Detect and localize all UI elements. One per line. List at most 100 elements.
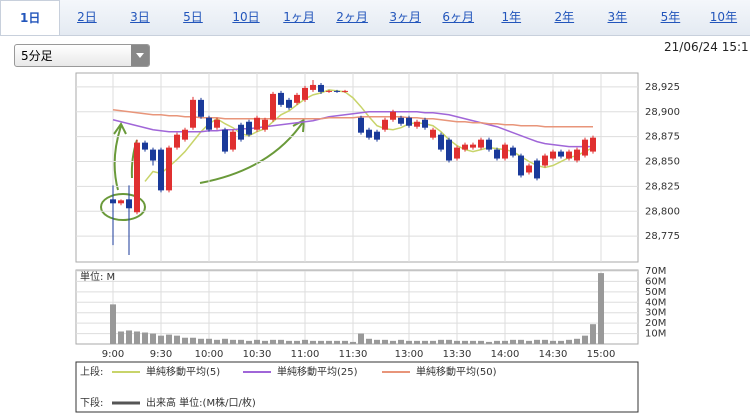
y-tick-label: 40M: [645, 297, 666, 308]
x-tick-label: 15:00: [587, 349, 616, 360]
period-tab[interactable]: 10年: [709, 10, 738, 24]
period-tab[interactable]: 5年: [660, 10, 681, 24]
volume-bar: [414, 340, 420, 344]
candle-body: [406, 117, 412, 126]
volume-bar: [182, 337, 188, 344]
candle-body: [142, 142, 148, 150]
period-tab[interactable]: 5日: [183, 10, 203, 24]
y-tick-label: 28,925: [645, 82, 680, 93]
candle-body: [246, 121, 252, 135]
volume-bar: [198, 338, 204, 344]
volume-bar: [134, 331, 140, 344]
grid: [76, 73, 638, 344]
volume-bar: [270, 339, 276, 344]
candle-body: [334, 90, 340, 92]
period-tab[interactable]: 3ヶ月: [389, 10, 421, 24]
volume-bar: [294, 340, 300, 344]
candle-body: [558, 151, 564, 157]
x-tick-label: 13:30: [443, 349, 472, 360]
x-tick-label: 14:30: [539, 349, 568, 360]
candle-body: [318, 84, 324, 92]
x-tick-label: 13:00: [395, 349, 424, 360]
volume-bar: [462, 340, 468, 344]
candle-body: [494, 149, 500, 159]
period-tab[interactable]: 1日: [0, 0, 61, 35]
period-tab[interactable]: 3年: [607, 10, 628, 24]
legend-label: 出来高 単位:(M株/口/枚): [146, 396, 256, 409]
period-tab[interactable]: 1年: [501, 10, 522, 24]
y-tick-label: 30M: [645, 308, 666, 319]
candle-body: [182, 129, 188, 140]
period-tab[interactable]: 1ヶ月: [283, 10, 315, 24]
period-tab[interactable]: 2年: [554, 10, 575, 24]
volume-bar: [446, 339, 452, 344]
candle-body: [174, 134, 180, 148]
period-tab[interactable]: 10日: [232, 10, 260, 24]
volume-bar: [230, 339, 236, 344]
volume-bar: [110, 304, 116, 344]
period-tab[interactable]: 6ヶ月: [442, 10, 475, 24]
volume-bar: [598, 273, 604, 344]
candle-body: [294, 94, 300, 103]
volume-bar: [342, 340, 348, 344]
candle-body: [206, 117, 212, 130]
volume-bar: [374, 339, 380, 344]
volume-bar: [326, 340, 332, 344]
period-tab[interactable]: 2日: [77, 10, 97, 24]
candle-body: [582, 139, 588, 156]
volume-bar: [278, 339, 284, 344]
volume-bar: [246, 340, 252, 344]
candle-body: [446, 139, 452, 161]
unit-label: 単位: M: [80, 270, 115, 283]
volume-bar: [486, 341, 492, 344]
candle-body: [390, 111, 396, 120]
volume-bar: [566, 339, 572, 344]
volume-bar: [518, 339, 524, 344]
period-tab[interactable]: 2ヶ月: [336, 10, 368, 24]
candle-body: [374, 131, 380, 140]
candle-body: [230, 131, 236, 150]
volume-bar: [222, 338, 228, 344]
volume-bar: [422, 340, 428, 344]
y-tick-label: 28,875: [645, 132, 680, 143]
volume-bar: [390, 340, 396, 344]
volume-bar: [582, 335, 588, 344]
volume-bar: [502, 340, 508, 344]
candle-body: [262, 119, 268, 130]
candle-body: [326, 90, 332, 92]
y-tick-label: 28,850: [645, 157, 680, 168]
interval-dropdown[interactable]: 5分足: [14, 44, 150, 67]
ma-line: [112, 111, 593, 148]
x-tick-label: 14:00: [491, 349, 520, 360]
volume-bar: [334, 340, 340, 344]
volume-frame: [75, 269, 639, 345]
volume-bar: [350, 341, 356, 344]
period-tab[interactable]: 3日: [130, 10, 150, 24]
dropdown-label: 5分足: [21, 49, 53, 63]
volume-bar: [398, 339, 404, 344]
candle-body: [110, 199, 116, 204]
volume-bar: [262, 340, 268, 344]
dropdown-arrow: [131, 45, 149, 66]
candle-body: [222, 129, 228, 152]
candle-body: [486, 139, 492, 150]
candle-body: [542, 155, 548, 166]
x-tick-label: 9:30: [150, 349, 172, 360]
volume-bar: [238, 339, 244, 344]
volume-bar: [574, 338, 580, 344]
volume-bar: [510, 339, 516, 344]
candle-body: [238, 124, 244, 140]
volume-bar: [254, 339, 260, 344]
volume-bar: [406, 340, 412, 344]
candle-body: [574, 149, 580, 161]
volume-bar: [166, 334, 172, 344]
candle-body: [534, 160, 540, 179]
volume-bar: [382, 339, 388, 344]
candle-body: [590, 137, 596, 152]
volume-bar: [174, 335, 180, 344]
candle-body: [310, 84, 316, 90]
legend-label: 単純移動平均(25): [277, 365, 358, 378]
candle-body: [438, 134, 444, 150]
x-tick-label: 11:00: [291, 349, 320, 360]
